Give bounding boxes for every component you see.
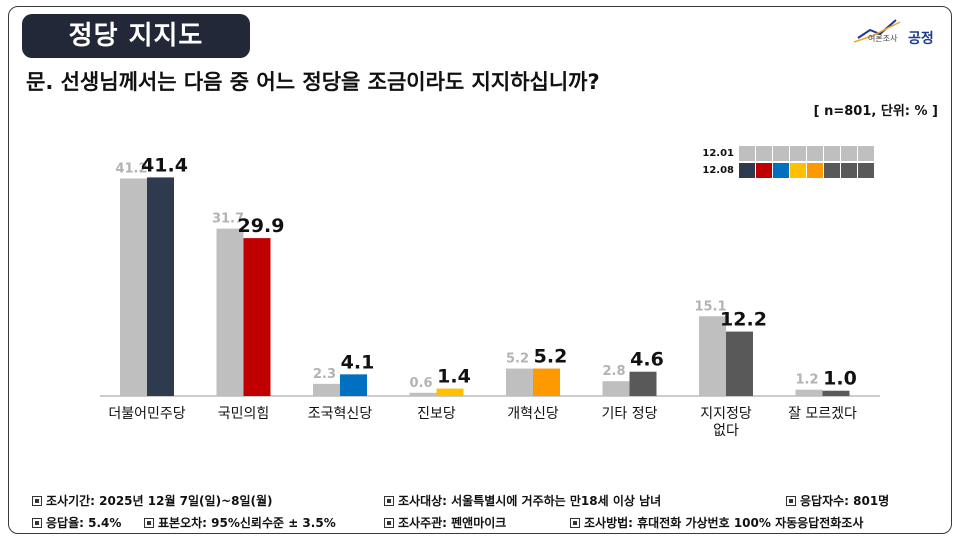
bar-previous — [602, 381, 630, 396]
page-title: 정당 지지도 — [22, 14, 250, 58]
square-bullet-icon — [570, 518, 580, 528]
square-bullet-icon — [384, 518, 394, 528]
bar-current — [340, 374, 367, 396]
category-label: 잘 모르겠다 — [788, 406, 857, 422]
data-label-current: 5.2 — [534, 346, 568, 368]
bar-current — [533, 368, 560, 396]
legend-swatch — [841, 163, 857, 178]
data-label-current: 4.6 — [630, 349, 664, 371]
bar-current — [629, 371, 657, 396]
bar-previous — [120, 178, 147, 396]
bar-current — [147, 177, 174, 396]
footer-item: 조사기간: 2025년 12월 7일(일)~8일(월) — [32, 492, 273, 509]
bar-previous — [699, 316, 726, 396]
square-bullet-icon — [786, 496, 796, 506]
data-label-current: 4.1 — [341, 351, 375, 373]
data-label-current: 1.4 — [437, 366, 471, 388]
legend-swatch — [790, 146, 806, 161]
category-label: 지지정당 — [700, 406, 752, 422]
footer-item: 조사주관: 펜앤마이크 — [384, 514, 506, 531]
legend-swatch — [858, 146, 874, 161]
legend-swatch — [773, 146, 789, 161]
footer-item: 표본오차: 95%신뢰수준 ± 3.5% — [144, 514, 336, 531]
legend-swatch — [841, 146, 857, 161]
footer-item: 조사방법: 휴대전화 가상번호 100% 자동응답전화조사 — [570, 514, 863, 531]
bar-previous — [506, 368, 533, 396]
legend-swatch — [739, 146, 755, 161]
footer-item: 응답자수: 801명 — [786, 492, 889, 509]
bar-previous — [216, 228, 244, 396]
legend-swatch — [790, 163, 806, 178]
bar-current — [822, 390, 850, 396]
legend-row-prev: 12.01 — [698, 145, 874, 162]
category-label: 국민의힘 — [218, 406, 270, 422]
legend-swatch — [739, 163, 755, 178]
chart-legend: 12.01 12.08 — [698, 145, 874, 179]
survey-target: 조사대상: 서울특별시에 거주하는 만18세 이상 남녀 — [398, 494, 662, 508]
bar-current — [243, 238, 271, 396]
survey-sponsor: 조사주관: 펜앤마이크 — [398, 516, 507, 530]
data-label-previous: 1.2 — [795, 373, 818, 388]
bar-current — [436, 388, 464, 396]
data-label-current: 12.2 — [720, 309, 767, 331]
data-label-previous: 2.8 — [602, 364, 625, 379]
legend-swatch — [756, 163, 772, 178]
survey-question: 문. 선생님께서는 다음 중 어느 정당을 조금이라도 지지하십니까? — [26, 70, 600, 94]
bar-previous — [795, 389, 823, 396]
category-label: 조국혁신당 — [308, 406, 373, 422]
category-label: 진보당 — [417, 406, 456, 422]
data-label-previous: 31.7 — [212, 212, 244, 227]
logo-subtext: 여론조사 — [868, 34, 898, 43]
data-label-current: 1.0 — [823, 368, 857, 390]
bar-current — [726, 331, 753, 396]
legend-swatch — [858, 163, 874, 178]
square-bullet-icon — [384, 496, 394, 506]
bar-previous — [409, 392, 437, 396]
respondent-count: 응답자수: 801명 — [800, 494, 890, 508]
data-label-previous: 41.2 — [115, 161, 147, 176]
survey-period: 조사기간: 2025년 12월 7일(일)~8일(월) — [46, 494, 273, 508]
legend-swatch — [807, 163, 823, 178]
square-bullet-icon — [32, 518, 42, 528]
sample-unit-note: [ n=801, 단위: % ] — [813, 104, 938, 119]
legend-swatch — [824, 146, 840, 161]
legend-swatch — [824, 163, 840, 178]
survey-method: 조사방법: 휴대전화 가상번호 100% 자동응답전화조사 — [584, 516, 864, 530]
legend-label-prev: 12.01 — [702, 148, 734, 159]
category-label: 개혁신당 — [507, 406, 559, 422]
footer-item: 응답율: 5.4% — [32, 514, 121, 531]
category-label: 없다 — [713, 423, 739, 439]
square-bullet-icon — [32, 496, 42, 506]
logo-chart-icon — [853, 19, 901, 43]
legend-swatch — [773, 163, 789, 178]
data-label-current: 41.4 — [141, 154, 188, 176]
data-label-previous: 0.6 — [409, 376, 432, 391]
legend-label-current: 12.08 — [702, 165, 734, 176]
logo-text: 공정 — [908, 31, 934, 47]
data-label-current: 29.9 — [238, 215, 285, 237]
data-label-previous: 2.3 — [313, 367, 336, 382]
bar-previous — [313, 383, 340, 396]
legend-swatch — [756, 146, 772, 161]
response-rate: 응답율: 5.4% — [46, 516, 122, 530]
category-label: 더불어민주당 — [108, 406, 185, 422]
data-label-previous: 15.1 — [694, 299, 726, 314]
legend-row-current: 12.08 — [698, 162, 874, 179]
footer-item: 조사대상: 서울특별시에 거주하는 만18세 이상 남녀 — [384, 492, 661, 509]
data-label-previous: 5.2 — [506, 352, 529, 367]
category-label: 기타 정당 — [602, 406, 658, 422]
sampling-error: 표본오차: 95%신뢰수준 ± 3.5% — [158, 516, 336, 530]
square-bullet-icon — [144, 518, 154, 528]
legend-swatch — [807, 146, 823, 161]
